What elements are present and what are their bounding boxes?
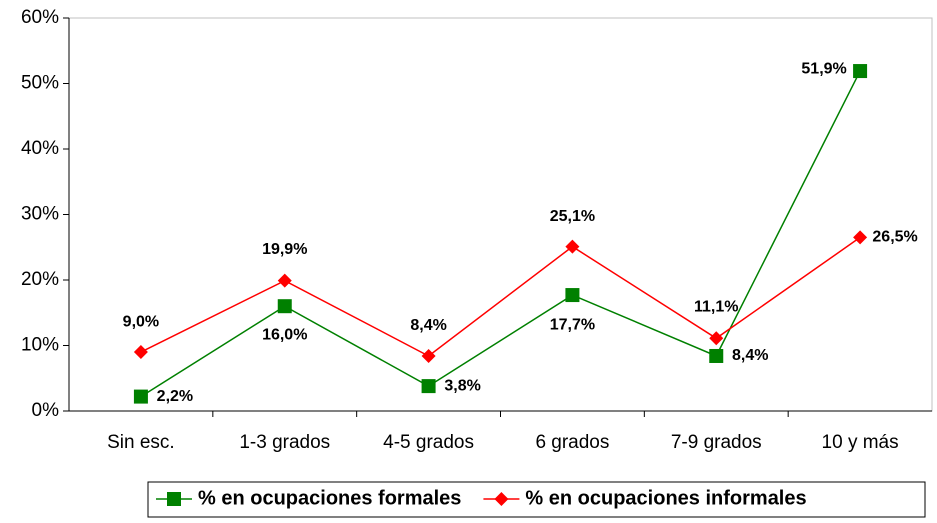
x-tick-label: 7-9 grados (671, 432, 762, 453)
value-label: 25,1% (550, 208, 595, 225)
y-tick-label: 20% (21, 269, 59, 290)
marker (421, 379, 436, 394)
marker (709, 348, 724, 363)
value-label: 8,4% (732, 347, 768, 364)
marker (167, 492, 181, 506)
y-tick-label: 10% (21, 335, 59, 356)
x-tick-label: 4-5 grados (383, 432, 474, 453)
x-tick-label: 1-3 grados (239, 432, 330, 453)
value-label: 3,8% (444, 377, 480, 394)
value-label: 16,0% (262, 326, 307, 343)
legend-label: % en ocupaciones formales (198, 487, 461, 509)
y-tick-label: 0% (32, 400, 60, 421)
marker (133, 389, 148, 404)
value-label: 2,2% (157, 388, 193, 405)
x-tick-label: 6 grados (535, 432, 609, 453)
y-tick-label: 40% (21, 138, 59, 159)
value-label: 9,0% (123, 313, 159, 330)
value-label: 11,1% (694, 299, 738, 316)
marker (709, 331, 724, 346)
value-label: 17,7% (550, 316, 595, 333)
marker (565, 288, 580, 303)
marker (421, 348, 436, 363)
y-tick-label: 50% (21, 73, 59, 94)
value-label: 51,9% (801, 60, 846, 77)
legend-box (147, 481, 926, 518)
series-line (140, 236, 861, 357)
marker (565, 239, 580, 254)
marker (277, 273, 292, 288)
value-label: 19,9% (262, 241, 307, 258)
legend-label: % en ocupaciones informales (525, 487, 806, 509)
series-line (140, 70, 861, 398)
marker (853, 64, 868, 79)
value-label: 8,4% (410, 317, 446, 334)
marker (853, 230, 868, 245)
marker (277, 299, 292, 314)
marker (133, 345, 148, 360)
value-label: 26,5% (872, 229, 917, 246)
x-tick-label: Sin esc. (107, 432, 175, 453)
x-tick-label: 10 y más (822, 432, 899, 453)
marker (494, 492, 509, 506)
y-tick-label: 30% (21, 204, 59, 225)
y-tick-label: 60% (21, 7, 59, 28)
